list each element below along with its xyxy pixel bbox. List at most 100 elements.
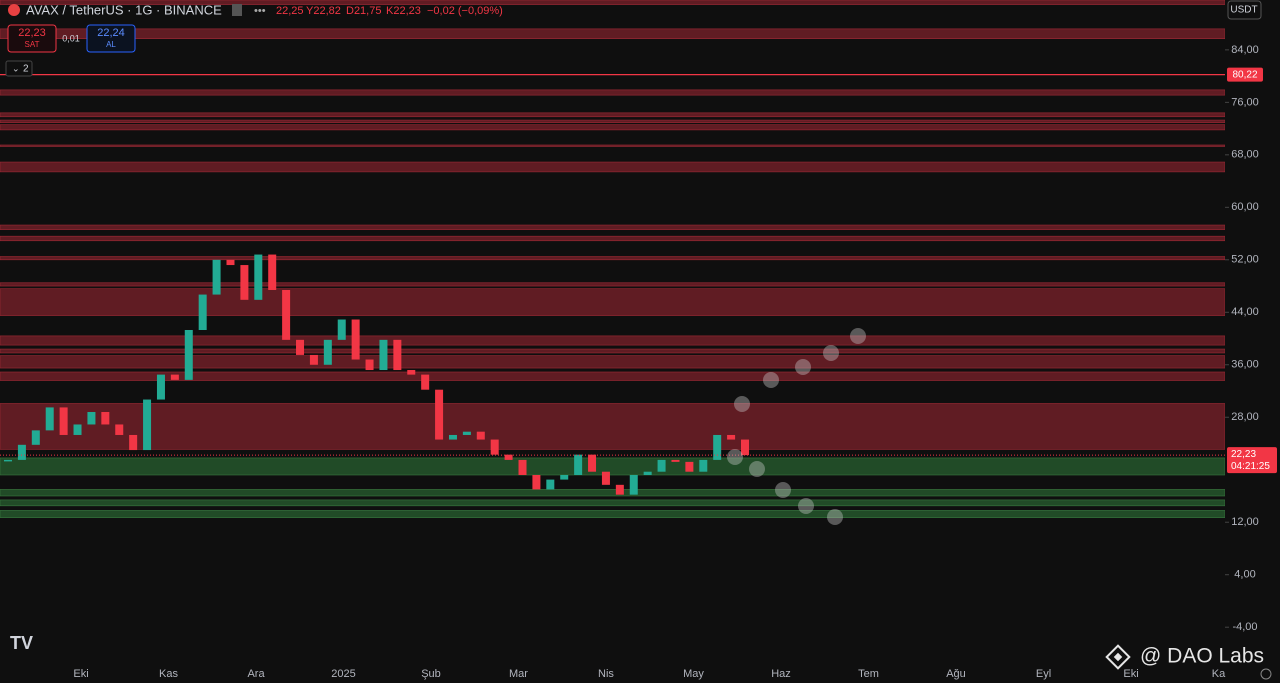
candle (462, 431, 471, 435)
x-tick-label: Eki (73, 668, 88, 680)
candle (699, 459, 708, 472)
candle (518, 459, 527, 475)
x-tick-label: Eyl (1036, 668, 1051, 680)
candle (309, 354, 318, 365)
y-tick-label: 28,00 (1231, 411, 1259, 423)
indicator-count[interactable]: 2 (23, 64, 29, 75)
candle (532, 474, 541, 490)
zone (0, 457, 1226, 476)
zone (0, 112, 1226, 118)
candle (156, 374, 165, 400)
candle (657, 459, 666, 472)
settings-icon[interactable] (1260, 668, 1272, 680)
projection-dot (827, 509, 843, 525)
candle (323, 339, 332, 365)
alert-label: 80,22 (1232, 69, 1257, 80)
candle (713, 434, 722, 460)
x-tick-label: Eki (1123, 668, 1138, 680)
ohlc-close: K22,23 (386, 5, 421, 17)
candle (254, 254, 263, 300)
zone (0, 355, 1226, 369)
candle (198, 294, 207, 330)
x-tick-label: Şub (421, 668, 441, 680)
zone (0, 335, 1226, 346)
y-tick-label: -4,00 (1232, 621, 1257, 633)
candle (170, 374, 179, 380)
last-price-label: 22,23 (1231, 449, 1256, 460)
x-tick-label: Kas (159, 668, 178, 680)
x-tick-label: Ara (247, 668, 265, 680)
x-tick-label: 2025 (331, 668, 355, 680)
candle (129, 434, 138, 451)
toggle-arrow[interactable]: ⌄ (12, 63, 20, 73)
indicator-toggle[interactable] (5, 60, 33, 77)
candle (17, 444, 26, 460)
zone (0, 144, 1226, 147)
time-axis (0, 660, 1280, 683)
buy-button[interactable] (86, 24, 136, 53)
zone (0, 256, 1226, 261)
ohlc-open: 22,25 (276, 5, 304, 17)
ohlc-high: Y22,82 (306, 5, 341, 17)
buy-label[interactable]: AL (106, 40, 116, 49)
candle (268, 254, 277, 290)
y-tick-label: 52,00 (1231, 254, 1259, 266)
candle (282, 289, 291, 340)
candle (615, 484, 624, 495)
logo[interactable]: TV (10, 633, 33, 653)
more-button[interactable]: ••• (254, 5, 266, 17)
axes: 80,22 84,00 76,00 68,00 60,00 52,00 44,00 36,00… (73, 44, 1277, 680)
buy-price[interactable]: 22,24 (97, 27, 125, 39)
candle (435, 389, 444, 440)
candle (101, 412, 110, 425)
zone (0, 124, 1226, 131)
icon[interactable] (232, 4, 242, 16)
projection-dot (727, 449, 743, 465)
sell-price[interactable]: 22,23 (18, 27, 46, 39)
currency[interactable]: USDT (1230, 5, 1257, 16)
zone (0, 28, 1226, 40)
x-tick-label: Ağu (946, 668, 966, 680)
symbol-icon[interactable] (8, 4, 20, 16)
candle (73, 424, 82, 435)
zone (0, 224, 1226, 230)
candle (421, 374, 430, 390)
symbol-title[interactable]: AVAX / TetherUS · 1G · BINANCE (26, 2, 222, 17)
zone (0, 161, 1226, 173)
projection-dot (734, 396, 750, 412)
projection-dot (795, 359, 811, 375)
y-tick-label: 36,00 (1231, 359, 1259, 371)
x-tick-label: Ka (1212, 668, 1226, 680)
ohlc-low: D21,75 (346, 5, 381, 17)
candle (574, 454, 583, 475)
currency-button[interactable] (1227, 0, 1262, 20)
sell-button[interactable] (7, 24, 57, 53)
candle (87, 412, 96, 425)
zone (0, 371, 1226, 381)
candle (351, 319, 360, 360)
watermark: @ DAO Labs (1140, 645, 1264, 668)
projection-dot (850, 328, 866, 344)
projection-dot (823, 345, 839, 361)
zone (0, 510, 1226, 518)
alert-label-bg (1227, 67, 1263, 82)
x-tick-label: Haz (771, 668, 791, 680)
plot (0, 74, 1225, 495)
candle (560, 474, 569, 480)
sell-label[interactable]: SAT (25, 40, 40, 49)
projection-dot (763, 372, 779, 388)
x-tick-label: Nis (598, 668, 614, 680)
zone (0, 235, 1226, 242)
candle (184, 330, 193, 380)
candle (490, 439, 499, 455)
candle (643, 471, 652, 475)
spread: 0,01 (62, 33, 80, 43)
candle (4, 459, 12, 462)
zone (0, 499, 1226, 507)
zone (0, 489, 1226, 497)
projection-dot (749, 461, 765, 477)
zone (0, 89, 1226, 96)
candle (226, 259, 235, 266)
y-tick-label: 60,00 (1231, 201, 1259, 213)
